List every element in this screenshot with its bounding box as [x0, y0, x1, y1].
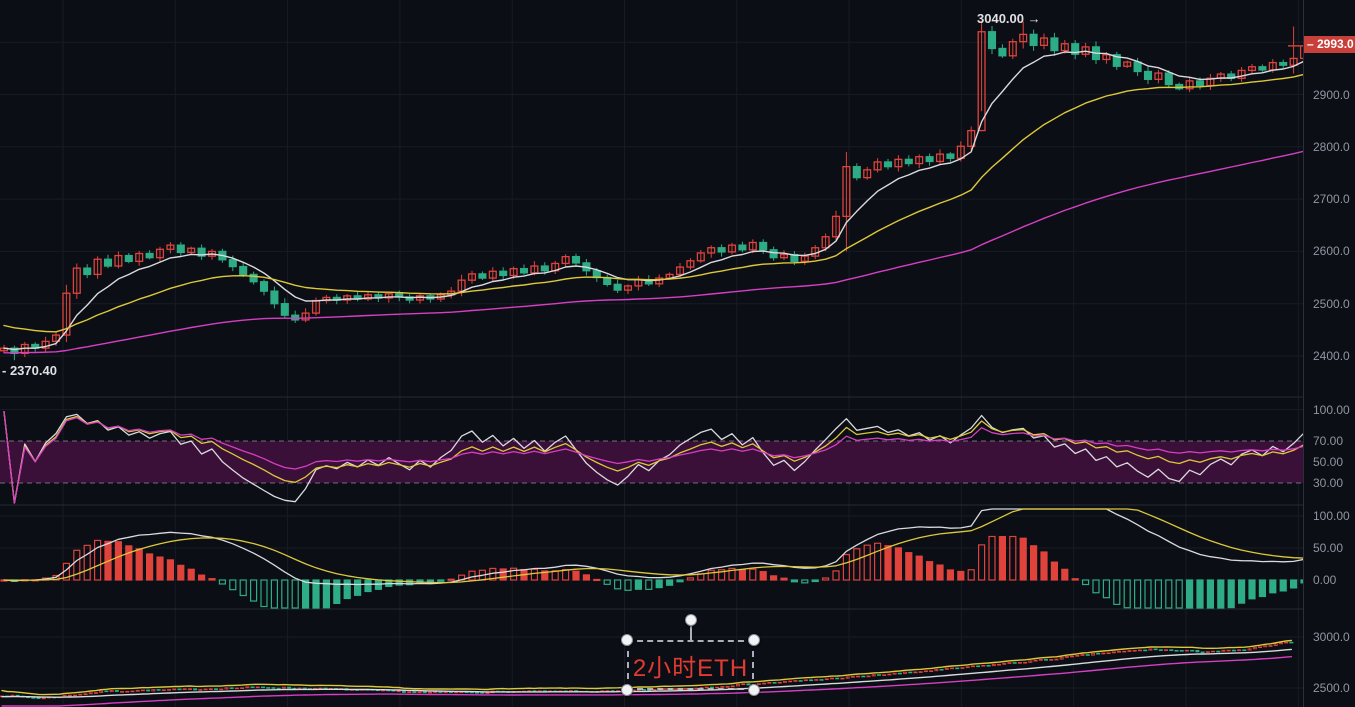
text-drawing-label: 2小时ETH: [632, 654, 749, 682]
low-price-annotation[interactable]: - 2370.40: [2, 363, 57, 378]
axis-label: 30.00: [1313, 476, 1344, 490]
price-axis[interactable]: – 2993.0 2900.0 2800.0 2700.0 2600.0 2500.0 2…: [1303, 0, 1355, 707]
selection-handle-bottom-left[interactable]: [621, 684, 633, 696]
main-ma-line-MA-slow: [3, 150, 1303, 354]
main-candles: [0, 21, 1303, 361]
chart-plot-area[interactable]: [0, 0, 1303, 707]
gridlines: [0, 0, 1303, 707]
axis-label: 70.00: [1313, 434, 1344, 448]
axis-label: 100.00: [1313, 509, 1350, 523]
axis-label: 2900.0: [1313, 87, 1350, 102]
rotation-handle-stem: [689, 626, 692, 640]
text-drawing-annotation[interactable]: 2小时ETH: [627, 640, 754, 690]
selection-handle-bottom-right[interactable]: [748, 684, 760, 696]
bottom-ma-line-MA-medium: [1, 648, 1293, 698]
axis-label: 50.00: [1313, 541, 1344, 555]
bottom-ma-line-MA-slow: [1, 656, 1293, 707]
bottom-ma-line-MA-fast: [1, 639, 1293, 696]
axis-label: 2700.0: [1313, 192, 1350, 207]
axis-label: 3000.0: [1313, 630, 1350, 644]
axis-label: 50.00: [1313, 455, 1344, 469]
selection-handle-top-left[interactable]: [621, 634, 633, 646]
macd-dea-line: [3, 508, 1303, 584]
axis-label: 100.00: [1313, 402, 1350, 417]
selection-handle-top-right[interactable]: [748, 634, 760, 646]
macd-histogram: [0, 535, 1303, 609]
rsi-line-RSI12: [3, 410, 1303, 504]
rotation-handle[interactable]: [684, 614, 697, 626]
last-price-tag: – 2993.0: [1304, 36, 1355, 53]
axis-label: 2600.0: [1313, 244, 1350, 259]
rsi-band: [0, 441, 1303, 483]
axis-label: 2800.0: [1313, 139, 1350, 154]
axis-label: 2400.0: [1313, 349, 1350, 363]
axis-label: 0.00: [1313, 573, 1337, 587]
rsi-line-RSI24: [3, 410, 1303, 504]
axis-label: 2500.0: [1313, 681, 1350, 695]
rsi-line-RSI6: [3, 410, 1303, 504]
axis-label: 2500.0: [1313, 296, 1350, 311]
high-price-annotation[interactable]: 3040.00 →: [977, 11, 1041, 26]
main-ma-line-MA-medium: [3, 73, 1303, 333]
